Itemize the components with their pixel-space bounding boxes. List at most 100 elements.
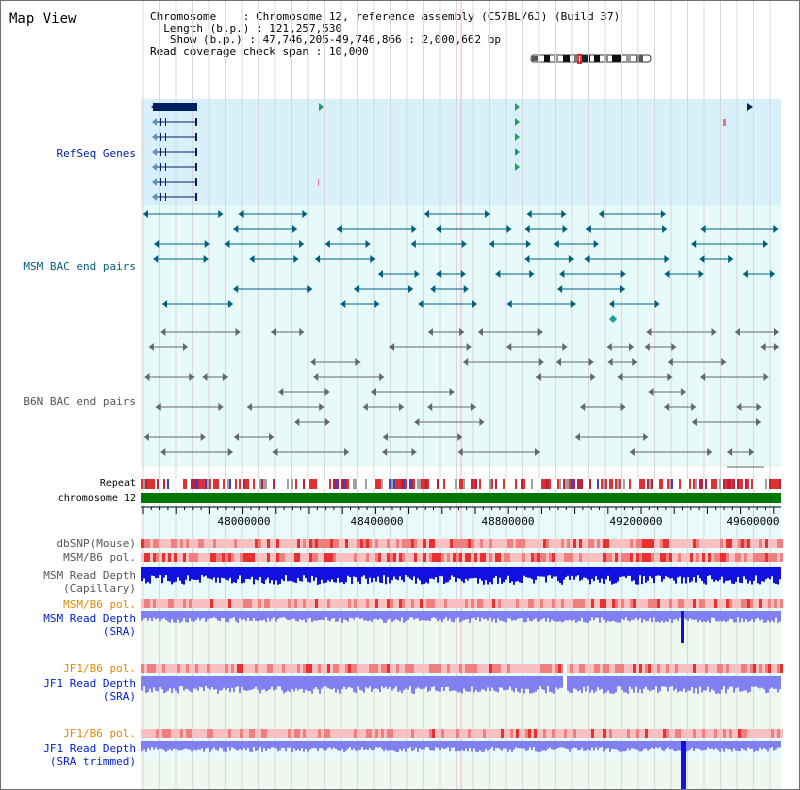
repeat-element: [273, 479, 275, 489]
polymorphism-cell: [375, 553, 378, 562]
polymorphism-cell: [654, 553, 657, 562]
depth-bar: [391, 676, 393, 691]
polymorphism-cell: [174, 729, 177, 738]
polymorphism-cell: [765, 553, 768, 562]
depth-bar: [149, 676, 151, 689]
polymorphism-cell: [627, 539, 630, 548]
polymorphism-cell: [516, 539, 519, 548]
depth-bar: [721, 676, 723, 690]
depth-bar: [225, 611, 227, 622]
depth-bar: [689, 567, 691, 583]
depth-bar: [713, 567, 715, 582]
track-label-b6n-bac: B6N BAC end pairs: [23, 395, 136, 408]
depth-bar: [275, 741, 277, 749]
repeat-element: [729, 479, 731, 489]
depth-bar: [475, 611, 477, 621]
polymorphism-cell: [336, 729, 339, 738]
depth-bar: [553, 676, 555, 694]
polymorphism-cell: [222, 729, 225, 738]
depth-bar: [527, 611, 529, 619]
depth-bar: [163, 611, 165, 619]
repeat-element: [579, 479, 581, 489]
b6n-bac-track[interactable]: [143, 328, 779, 468]
bac-end-arrow: [609, 300, 615, 308]
repeat-element: [315, 479, 317, 489]
polymorphism-cell: [153, 664, 156, 673]
polymorphism-cell: [759, 664, 762, 673]
polymorphism-cell: [270, 664, 273, 673]
depth-bar: [497, 567, 499, 584]
depth-bar: [507, 611, 509, 619]
polymorphism-cell: [654, 664, 657, 673]
polymorphism-cell: [474, 729, 477, 738]
depth-bar: [581, 676, 583, 694]
repeat-track[interactable]: [141, 479, 781, 489]
polymorphism-cell: [414, 599, 417, 608]
depth-bar: [157, 676, 159, 692]
polymorphism-cell: [708, 729, 711, 738]
repeat-element: [639, 479, 641, 489]
depth-bar: [691, 676, 693, 687]
polymorphism-cell: [237, 599, 240, 608]
depth-bar: [589, 611, 591, 621]
polymorphism-cell: [321, 729, 324, 738]
depth-bar: [553, 611, 555, 621]
depth-bar: [617, 611, 619, 623]
depth-bar: [487, 567, 489, 585]
depth-bar: [459, 611, 461, 623]
bac-end-arrow: [202, 373, 208, 381]
polymorphism-cell: [597, 664, 600, 673]
depth-bar: [639, 611, 641, 619]
depth-bar: [655, 741, 657, 748]
depth-bar: [257, 567, 259, 581]
depth-bar: [627, 676, 629, 694]
axis-tick-label: 48400000: [351, 515, 404, 528]
polymorphism-cell: [597, 599, 600, 608]
msm-depth-cap-line2: (Capillary): [63, 582, 136, 595]
track-label-jf1-b6-pol-2: JF1/B6 pol.: [63, 727, 136, 740]
msm-bac-track[interactable]: [143, 210, 779, 323]
bac-end-arrow: [760, 343, 766, 351]
depth-bar: [433, 567, 435, 580]
polymorphism-cell: [486, 664, 489, 673]
depth-bar: [403, 741, 405, 749]
depth-bar: [189, 741, 191, 750]
depth-bar: [457, 567, 459, 579]
depth-bar: [309, 611, 311, 618]
depth-bar: [629, 567, 631, 576]
polymorphism-cell: [303, 599, 306, 608]
depth-bar: [607, 567, 609, 576]
polymorphism-cell: [423, 599, 426, 608]
depth-bar: [515, 567, 517, 582]
polymorphism-cell: [351, 664, 354, 673]
polymorphism-cell: [342, 664, 345, 673]
depth-bar: [161, 611, 163, 619]
exon-mark: [195, 118, 197, 126]
polymorphism-tracks[interactable]: [141, 539, 783, 738]
polymorphism-cell: [228, 599, 231, 608]
depth-bar: [317, 741, 319, 751]
depth-bar: [629, 741, 631, 751]
depth-bar: [141, 676, 143, 691]
depth-bar: [435, 741, 437, 748]
polymorphism-cell: [723, 553, 726, 562]
polymorphism-cell: [384, 664, 387, 673]
depth-bar: [363, 741, 365, 750]
depth-bar: [335, 567, 337, 583]
read-depth-tracks[interactable]: [141, 567, 781, 789]
depth-bar: [691, 741, 693, 749]
depth-bar: [737, 567, 739, 578]
polymorphism-cell: [561, 539, 564, 548]
polymorphism-cell: [348, 599, 351, 608]
polymorphism-cell: [378, 664, 381, 673]
depth-bar: [777, 611, 779, 623]
polymorphism-cell: [156, 539, 159, 548]
refseq-track[interactable]: [151, 103, 753, 201]
depth-bar: [297, 741, 299, 750]
repeat-element: [295, 479, 297, 489]
polymorphism-cell: [708, 599, 711, 608]
genome-browser-canvas[interactable]: 48000000 48400000 48800000 49200000 4960…: [141, 1, 783, 790]
polymorphism-cell: [261, 553, 264, 562]
repeat-element: [521, 479, 523, 489]
polymorphism-cell: [588, 664, 591, 673]
